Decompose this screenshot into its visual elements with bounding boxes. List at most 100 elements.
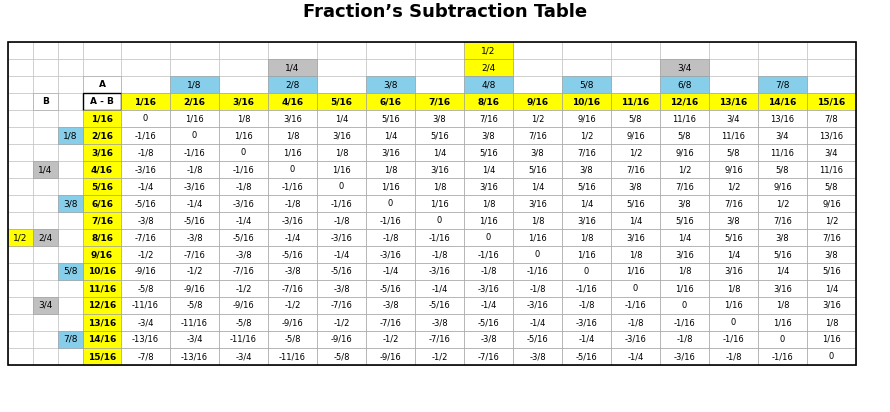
Bar	[170, 42, 219, 59]
Bar	[170, 59, 219, 76]
Text: 3/16: 3/16	[675, 250, 694, 259]
Bar	[415, 280, 464, 297]
Bar	[268, 195, 317, 212]
Bar	[709, 229, 758, 246]
Text: 7/16: 7/16	[773, 216, 792, 225]
Bar	[317, 195, 366, 212]
Bar	[33, 297, 58, 314]
Bar	[709, 59, 758, 76]
Bar	[219, 314, 268, 331]
Bar	[464, 229, 513, 246]
Bar	[366, 297, 415, 314]
Text: 5/8: 5/8	[63, 267, 77, 276]
Bar	[611, 280, 660, 297]
Text: 1/4: 1/4	[727, 250, 740, 259]
Text: -3/8: -3/8	[284, 267, 301, 276]
Text: 9/16: 9/16	[627, 131, 645, 140]
Bar	[464, 76, 513, 93]
Bar	[170, 280, 219, 297]
Text: 7/16: 7/16	[724, 199, 743, 208]
Bar	[807, 263, 856, 280]
Text: -1/16: -1/16	[232, 165, 255, 174]
Text: 1/2: 1/2	[579, 131, 594, 140]
Text: -3/16: -3/16	[674, 352, 695, 361]
Text: 3/16: 3/16	[430, 165, 449, 174]
Bar	[611, 229, 660, 246]
Bar	[807, 144, 856, 161]
Text: 1/2: 1/2	[530, 114, 544, 123]
Bar	[33, 161, 58, 178]
Bar	[758, 314, 807, 331]
Bar	[415, 127, 464, 144]
Bar	[758, 263, 807, 280]
Bar	[33, 161, 58, 178]
Text: -1/8: -1/8	[137, 148, 154, 157]
Bar	[709, 127, 758, 144]
Bar	[562, 195, 611, 212]
Bar	[660, 280, 709, 297]
Text: 1/16: 1/16	[234, 131, 253, 140]
Text: 1/4: 1/4	[335, 114, 348, 123]
Text: -1/8: -1/8	[382, 233, 399, 242]
Text: -1/4: -1/4	[284, 233, 301, 242]
Text: 11/16: 11/16	[820, 165, 844, 174]
Bar	[219, 348, 268, 365]
Bar	[317, 348, 366, 365]
Text: -1/8: -1/8	[432, 250, 448, 259]
Bar	[58, 229, 83, 246]
Text: 3/16: 3/16	[822, 301, 841, 310]
Bar	[513, 144, 562, 161]
Text: 1/8: 1/8	[678, 267, 692, 276]
Text: 5/16: 5/16	[724, 233, 743, 242]
Text: -11/16: -11/16	[230, 335, 257, 344]
Bar	[170, 331, 219, 348]
Bar	[709, 76, 758, 93]
Bar	[758, 263, 807, 280]
Bar	[219, 127, 268, 144]
Bar	[170, 229, 219, 246]
Text: -3/16: -3/16	[330, 233, 352, 242]
Text: 9/16: 9/16	[724, 165, 743, 174]
Bar	[8, 331, 33, 348]
Bar	[513, 348, 562, 365]
Bar	[807, 161, 856, 178]
Bar	[660, 195, 709, 212]
Bar	[562, 212, 611, 229]
Bar	[513, 195, 562, 212]
Text: 1/2: 1/2	[727, 182, 740, 191]
Bar	[807, 195, 856, 212]
Bar	[268, 178, 317, 195]
Bar	[219, 161, 268, 178]
Bar	[58, 178, 83, 195]
Text: 5/16: 5/16	[330, 97, 352, 106]
Bar	[121, 93, 170, 110]
Text: 5/8: 5/8	[825, 182, 838, 191]
Text: 2/4: 2/4	[38, 233, 53, 242]
Bar	[464, 178, 513, 195]
Text: 2/8: 2/8	[286, 80, 300, 89]
Bar	[366, 229, 415, 246]
Bar	[121, 263, 170, 280]
Bar	[415, 93, 464, 110]
Bar	[709, 314, 758, 331]
Bar	[83, 297, 121, 314]
Bar	[562, 246, 611, 263]
Text: -1/2: -1/2	[284, 301, 301, 310]
Bar	[807, 59, 856, 76]
Bar	[170, 144, 219, 161]
Bar	[58, 127, 83, 144]
Text: -3/16: -3/16	[429, 267, 450, 276]
Text: 0: 0	[682, 301, 687, 310]
Bar	[464, 348, 513, 365]
Text: 9/16: 9/16	[822, 199, 841, 208]
Text: 2/16: 2/16	[91, 131, 113, 140]
Bar	[121, 127, 170, 144]
Bar	[562, 110, 611, 127]
Bar	[83, 127, 121, 144]
Bar	[709, 331, 758, 348]
Bar	[83, 76, 121, 93]
Bar	[8, 76, 33, 93]
Bar	[660, 127, 709, 144]
Bar	[464, 297, 513, 314]
Bar	[33, 59, 58, 76]
